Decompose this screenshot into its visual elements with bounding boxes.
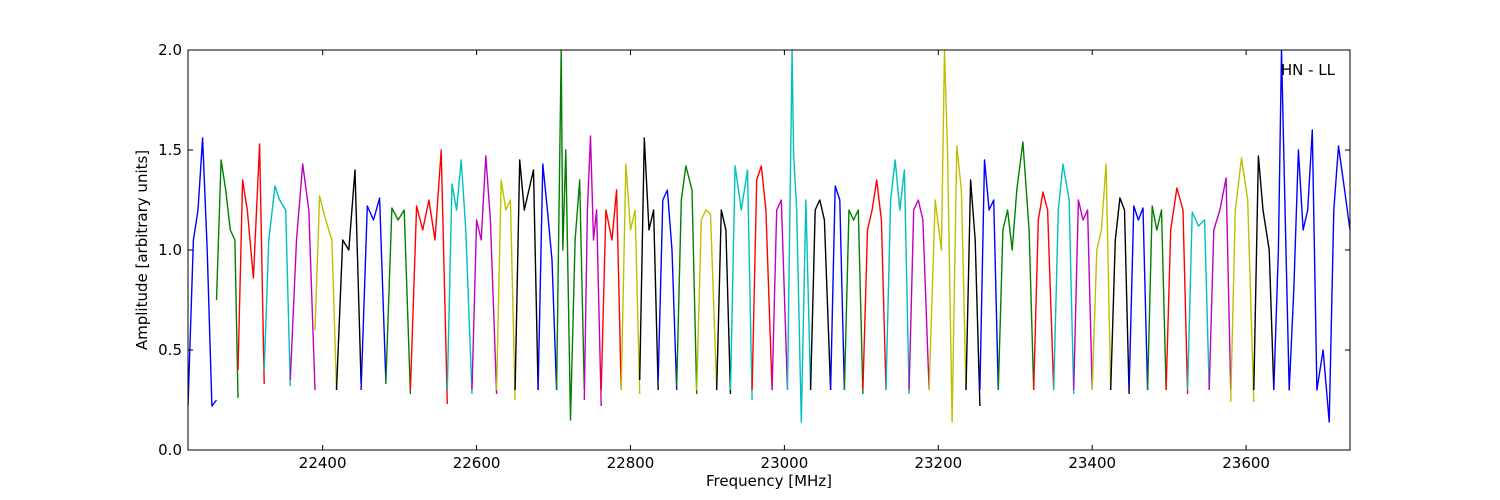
x-tick-label-2: 22800 [607,454,655,472]
spectrum-segment-2 [237,143,265,385]
spectrum-segment-17 [600,189,622,391]
spectrum-segment-15 [555,50,585,421]
spectrum-segment-5 [314,195,338,391]
spectrum-segment-7 [360,197,387,391]
y-tick-label-2: 1.0 [158,241,182,259]
spectrum-segment-42 [1110,197,1130,395]
spectrum-segment-29 [829,185,846,391]
annotation-label: HN - LL [1281,61,1336,79]
spectrum-segment-4 [289,163,316,391]
spectrum-segment-34 [928,50,967,423]
spectrum-segment-44 [1146,205,1167,391]
spectrum-segment-43 [1128,205,1149,391]
spectrum-segment-48 [1230,157,1255,403]
x-tick-label-5: 23400 [1068,454,1116,472]
spectrum-segment-21 [676,165,698,395]
spectrum-segment-1 [215,159,239,399]
spectrum-segment-27 [786,50,812,423]
spectrum-segment-36 [979,159,999,391]
spectrum-segment-38 [1033,191,1055,391]
spectrum-segment-25 [751,165,773,391]
spectrum-segment-33 [908,199,930,391]
x-tick-label-3: 23000 [761,454,809,472]
spectrum-segment-11 [471,155,498,395]
x-tick-label-4: 23200 [914,454,962,472]
spectrum-segment-50 [1273,50,1350,423]
spectrum-segment-26 [771,199,789,391]
spectrum-segment-12 [495,179,516,401]
ticks-layer: 22400 22600 22800 23000 23200 23400 23600 0.0 0.… [158,41,1350,472]
y-tick-label-0: 0.0 [158,441,182,459]
spectrum-segment-39 [1053,163,1075,395]
spectrum-segment-31 [862,179,887,391]
spectrum-segment-40 [1073,199,1093,391]
spectrum-segment-49 [1253,155,1275,391]
spectrum-segment-20 [657,189,678,391]
spectrum-segment-0 [188,137,218,407]
spectrum-segment-23 [716,209,732,395]
spectrum-segment-24 [729,165,753,401]
x-tick-label-6: 23600 [1222,454,1270,472]
y-tick-label-4: 2.0 [158,41,182,59]
spectrum-segment-30 [843,209,864,395]
y-tick-label-3: 1.5 [158,141,182,159]
spectrum-segment-18 [620,163,641,395]
y-axis-label: Amplitude [arbitrary units] [133,150,151,350]
spectrum-segment-9 [409,149,448,405]
spectrum-segment-10 [446,159,473,395]
spectrum-segment-37 [997,141,1035,391]
spectrum-segment-22 [696,209,718,391]
spectrum-segment-3 [263,185,291,387]
spectrum-segment-14 [537,163,558,391]
spectrum-segment-16 [583,135,602,407]
x-axis-label: Frequency [MHz] [706,472,832,490]
y-tick-label-1: 0.5 [158,341,182,359]
spectrum-segment-28 [809,199,832,391]
spectrum-segment-35 [965,179,981,407]
spectrum-segment-32 [885,159,910,395]
spectrum-segment-8 [385,207,412,395]
spectrum-segment-41 [1091,163,1112,391]
spectrum-segment-13 [514,159,539,391]
spectrum-segment-45 [1165,187,1189,395]
spectrum-segment-47 [1208,177,1232,391]
x-tick-label-0: 22400 [299,454,347,472]
spectrum-segment-46 [1186,211,1210,391]
series-layer [188,50,1350,423]
x-tick-label-1: 22600 [453,454,501,472]
spectrum-segment-6 [335,169,362,391]
spectrum-segment-19 [639,137,659,391]
